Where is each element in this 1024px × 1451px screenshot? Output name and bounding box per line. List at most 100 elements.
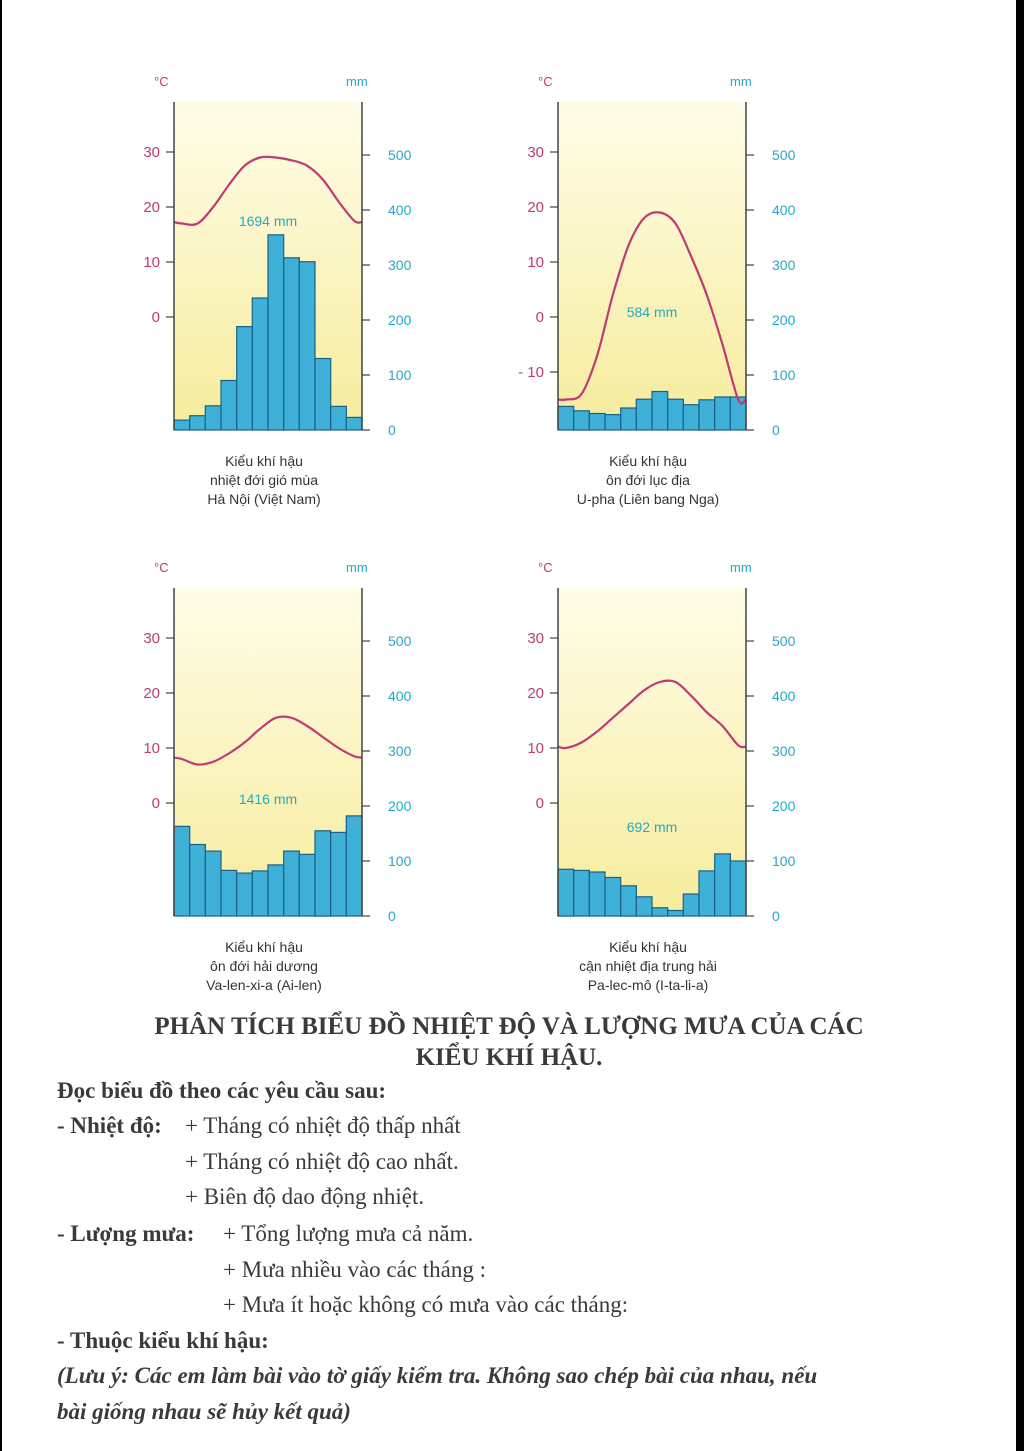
temperature-unit: °C — [154, 560, 169, 575]
precipitation-unit: mm — [730, 74, 752, 89]
caption-line: Kiểu khí hậu — [609, 939, 687, 955]
temperature-unit: °C — [538, 560, 553, 575]
precipitation-bar — [604, 876, 622, 917]
temperature-tick-label: 0 — [536, 309, 544, 326]
temperature-tick-label: 20 — [527, 685, 544, 702]
instructions-heading: Đọc biểu đồ theo các yêu cầu sau: — [57, 1078, 387, 1103]
caption-line: Kiểu khí hậu — [609, 453, 687, 469]
precipitation-unit: mm — [346, 560, 368, 575]
precipitation-bar — [267, 864, 285, 917]
precipitation-tick-label: 400 — [388, 688, 412, 704]
temperature-unit: °C — [154, 74, 169, 89]
annual-precipitation-total: 1694 mm — [239, 213, 297, 229]
precipitation-bar — [283, 850, 300, 917]
precipitation-tick-label: 0 — [772, 422, 780, 438]
temperature-tick-label: 10 — [143, 254, 160, 271]
precipitation-tick-label: 300 — [772, 257, 796, 273]
rainfall-item: + Mưa ít hoặc không có mưa vào các tháng… — [223, 1292, 629, 1317]
precipitation-bar — [314, 357, 332, 431]
note-line: bài giống nhau sẽ hủy kết quả) — [57, 1399, 351, 1424]
precipitation-bar — [698, 399, 716, 431]
rainfall-item: + Mưa nhiều vào các tháng : — [223, 1257, 487, 1282]
plot-background — [558, 102, 746, 430]
chart-caption: Kiểu khí hậu nhiệt đới gió mùa Hà Nội (V… — [174, 452, 354, 509]
precipitation-tick-label: 0 — [388, 422, 396, 438]
temperature-tick-label: 30 — [527, 630, 544, 647]
temperature-line — [173, 715, 363, 766]
temperature-tick-label: 0 — [152, 309, 160, 326]
precipitation-bar — [714, 396, 731, 431]
precipitation-bar — [220, 869, 238, 917]
precipitation-bar — [620, 885, 637, 917]
temperature-tick-label: 20 — [143, 199, 160, 216]
temperature-tick-label: 10 — [527, 254, 544, 271]
caption-line: ôn đới lục địa — [606, 472, 690, 488]
precipitation-bar — [651, 907, 669, 917]
chart-caption: Kiểu khí hậu cận nhiệt địa trung hải Pa-… — [558, 938, 738, 995]
temperature-item: + Biên độ dao động nhiệt. — [185, 1184, 425, 1209]
precipitation-bar — [698, 870, 716, 917]
precipitation-tick-label: 500 — [772, 633, 796, 649]
temperature-unit: °C — [538, 74, 553, 89]
precipitation-bar — [588, 871, 606, 917]
precipitation-bar — [729, 860, 747, 917]
precipitation-tick-label: 200 — [772, 312, 796, 328]
precipitation-bar — [330, 405, 347, 431]
precipitation-tick-label: 300 — [388, 743, 412, 759]
caption-line: nhiệt đới gió mùa — [209, 472, 319, 488]
precipitation-tick-label: 100 — [388, 367, 412, 383]
climate-chart-valentia: 30 20 10 0 500 400 300 200 100 0 °C mm 1416 mm Kiểu … — [114, 548, 444, 1008]
precipitation-tick-label: 300 — [772, 743, 796, 759]
temperature-tick-label: 30 — [143, 144, 160, 161]
temperature-tick-label: - 10 — [518, 364, 544, 381]
precipitation-bar — [173, 825, 191, 917]
precipitation-bar — [236, 872, 253, 917]
temperature-tick-label: 20 — [527, 199, 544, 216]
temperature-tick-label: 10 — [143, 740, 160, 757]
precipitation-tick-label: 200 — [388, 312, 412, 328]
precipitation-bar — [682, 404, 700, 431]
precipitation-tick-label: 100 — [772, 853, 796, 869]
precipitation-bar — [620, 407, 637, 431]
precipitation-unit: mm — [730, 560, 752, 575]
rainfall-label: - Lượng mưa: — [57, 1221, 195, 1246]
precipitation-bar — [557, 868, 575, 917]
precipitation-bar — [189, 843, 206, 917]
precipitation-bar — [573, 410, 590, 431]
precipitation-tick-label: 500 — [388, 633, 412, 649]
caption-line: Kiểu khí hậu — [225, 939, 303, 955]
temperature-item: + Tháng có nhiệt độ cao nhất. — [185, 1149, 459, 1174]
precipitation-bar — [204, 850, 222, 917]
precipitation-bar — [298, 853, 316, 917]
temperature-line — [173, 155, 363, 226]
page-title-continued: KIỂU KHÍ HẬU. — [415, 1044, 603, 1071]
caption-line: Va-len-xi-a (Ai-len) — [206, 977, 322, 993]
annual-precipitation-total: 1416 mm — [239, 791, 297, 807]
precipitation-tick-label: 400 — [388, 202, 412, 218]
precipitation-tick-label: 100 — [388, 853, 412, 869]
precipitation-tick-label: 400 — [772, 202, 796, 218]
precipitation-bar — [635, 398, 653, 431]
climate-chart-palermo: 30 20 10 0 500 400 300 200 100 0 °C mm 692 mm Kiểu k… — [498, 548, 828, 1008]
precipitation-bar — [204, 405, 222, 431]
climate-chart-ufa: 30 20 10 0- 10 500 400 300 200 100 0 °C mm 584 mm Ki… — [498, 62, 828, 522]
precipitation-tick-label: 0 — [772, 908, 780, 924]
precipitation-bar — [635, 896, 653, 917]
precipitation-bar — [330, 831, 347, 917]
precipitation-tick-label: 200 — [772, 798, 796, 814]
climate-type-label: - Thuộc kiểu khí hậu: — [57, 1328, 269, 1353]
precipitation-bar — [573, 869, 590, 917]
temperature-tick-label: 0 — [536, 795, 544, 812]
temperature-line — [557, 211, 747, 405]
precipitation-bar — [173, 419, 191, 431]
temperature-tick-label: 0 — [152, 795, 160, 812]
chart-caption: Kiểu khí hậu ôn đới lục địa U-pha (Liên … — [558, 452, 738, 509]
precipitation-bar — [667, 398, 684, 431]
note-line: (Lưu ý: Các em làm bài vào tờ giấy kiểm … — [57, 1363, 818, 1388]
precipitation-tick-label: 500 — [772, 147, 796, 163]
precipitation-bar — [189, 415, 206, 431]
precipitation-bar — [314, 830, 332, 917]
